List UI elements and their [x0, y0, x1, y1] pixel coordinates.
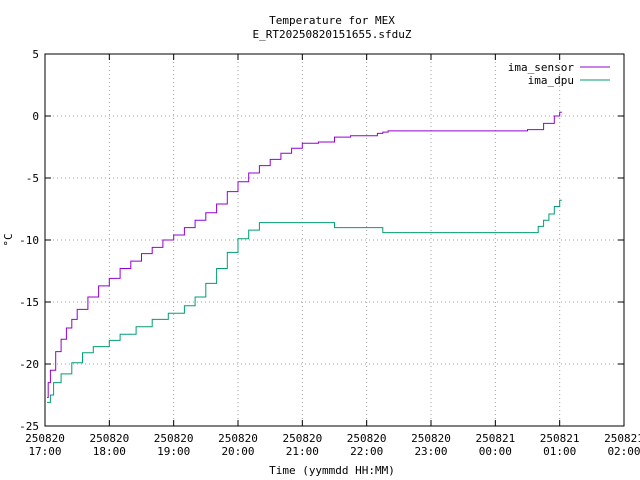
x-axis-label: Time (yymmdd HH:MM)	[269, 464, 395, 477]
x-tick-time: 17:00	[28, 445, 61, 458]
legend-label: ima_dpu	[528, 74, 574, 87]
x-tick-time: 00:00	[479, 445, 512, 458]
x-tick-date: 250820	[218, 432, 258, 445]
chart-subtitle: E_RT20250820151655.sfduZ	[253, 28, 412, 41]
y-tick-label: -25	[19, 420, 39, 433]
y-axis-label: °C	[2, 233, 15, 246]
x-tick-date: 250820	[282, 432, 322, 445]
series-line-ima-sensor	[47, 111, 562, 398]
x-tick-time: 01:00	[543, 445, 576, 458]
x-tick-date: 250820	[347, 432, 387, 445]
x-tick-date: 250820	[154, 432, 194, 445]
plot-frame	[44, 53, 625, 427]
x-tick-time: 22:00	[350, 445, 383, 458]
y-tick-label: -15	[19, 296, 39, 309]
x-tick-date: 250821	[540, 432, 580, 445]
x-tick-time: 23:00	[414, 445, 447, 458]
y-tick-label: 5	[32, 48, 39, 61]
chart-title: Temperature for MEX	[269, 14, 395, 27]
x-tick-date: 250820	[25, 432, 65, 445]
y-tick-label: -10	[19, 234, 39, 247]
x-tick-time: 02:00	[607, 445, 640, 458]
x-tick-time: 21:00	[286, 445, 319, 458]
x-tick-time: 19:00	[157, 445, 190, 458]
x-tick-date: 250820	[89, 432, 129, 445]
axis-ticks: 50-5-10-15-20-2525082017:0025082018:0025…	[19, 48, 640, 458]
x-tick-time: 18:00	[93, 445, 126, 458]
x-tick-time: 20:00	[221, 445, 254, 458]
series-line-ima-dpu	[47, 199, 562, 403]
x-tick-date: 250820	[411, 432, 451, 445]
series-lines	[47, 111, 562, 403]
gridlines	[44, 53, 625, 427]
y-tick-label: -20	[19, 358, 39, 371]
x-tick-date: 250821	[604, 432, 640, 445]
legend-label: ima_sensor	[508, 61, 575, 74]
y-tick-label: 0	[32, 110, 39, 123]
x-tick-date: 250821	[475, 432, 515, 445]
y-tick-label: -5	[26, 172, 39, 185]
